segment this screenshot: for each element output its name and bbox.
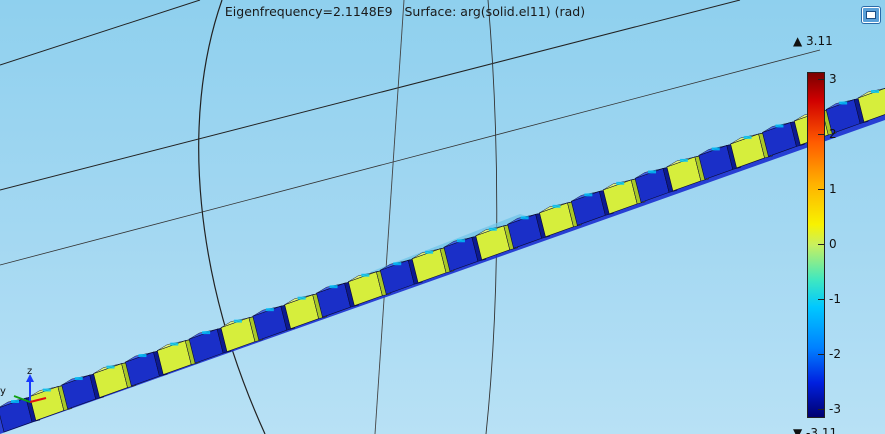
wire-line [0,0,741,191]
legend-tick-label: -1 [829,292,841,306]
phase-highlight [552,204,561,208]
phase-highlight [202,331,211,335]
phase-highlight [170,342,179,346]
segment-block [284,294,320,330]
wire-curve [198,0,266,434]
phase-highlight [679,158,688,162]
segment-block [252,305,288,341]
segment-block [29,386,65,421]
x-axis-arrow [29,397,47,403]
phase-highlight [361,273,370,277]
segment-block [61,374,97,410]
phase-highlight [871,90,879,93]
z-axis-head [26,374,34,382]
phase-highlight [329,285,338,289]
phase-highlight [616,181,625,185]
legend-min-label: ▼ -3.11 [793,426,838,434]
legend-tick-mark [818,134,824,135]
z-axis-label: z [27,366,33,377]
phase-highlight [711,147,720,151]
phase-highlight [743,135,752,139]
phase-highlight [584,193,593,197]
legend-tick-mark [818,244,824,245]
phase-highlight [488,227,497,231]
y-axis-arrow [13,395,31,403]
wire-line [374,0,405,434]
color-legend-bar [807,72,825,418]
phase-highlight [233,319,242,323]
legend-tick-label: 2 [829,127,837,141]
y-axis-label: y [0,386,6,397]
plot-title: Eigenfrequency=2.1148E9 Surface: arg(sol… [224,4,586,19]
segment-block [316,282,351,318]
segment-block [93,363,128,398]
legend-tick-mark [818,409,824,410]
legend-tick-label: 0 [829,237,837,251]
phase-highlight [265,308,274,312]
phase-highlight [648,170,657,174]
segment-block [220,317,256,353]
phase-highlight [11,400,19,403]
phase-highlight [520,216,529,220]
segment-block [348,271,383,307]
segment-block [379,259,415,295]
legend-tick-mark [818,354,824,355]
legend-tick-mark [818,299,824,300]
legend-tick-label: -3 [829,402,841,416]
legend-max-label: ▲ 3.11 [793,34,833,48]
segment-block [156,340,192,375]
phase-highlight [393,262,402,266]
segment-block [188,328,224,364]
phase-highlight [106,365,115,369]
wire-curve [485,0,498,434]
phase-highlight [456,239,465,243]
phase-highlight [74,377,83,381]
phase-highlight [42,388,51,392]
phase-highlight [839,101,848,105]
phase-highlight [297,296,306,300]
wire-line [0,49,821,266]
legend-tick-label: 3 [829,72,837,86]
legend-tick-label: 1 [829,182,837,196]
legend-tick-label: -2 [829,347,841,361]
wire-line [0,0,201,66]
phase-highlight [425,250,434,254]
legend-tick-mark [818,189,824,190]
window-restore-icon[interactable] [862,7,880,23]
segment-block [125,351,160,387]
legend-tick-mark [818,79,824,80]
phase-highlight [775,124,784,128]
phase-highlight [138,354,147,358]
